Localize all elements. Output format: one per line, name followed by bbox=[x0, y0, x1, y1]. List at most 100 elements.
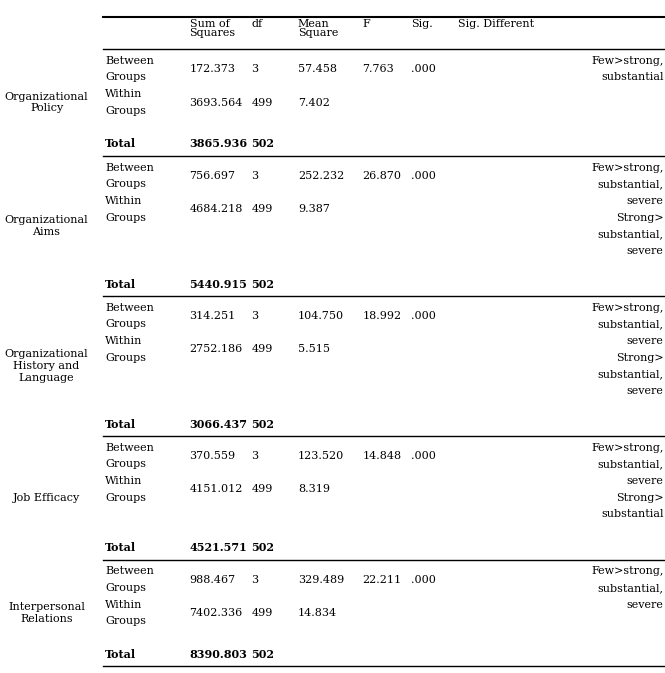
Text: 9.387: 9.387 bbox=[298, 204, 330, 214]
Text: 499: 499 bbox=[251, 608, 273, 618]
Text: df: df bbox=[251, 19, 263, 29]
Text: severe: severe bbox=[627, 386, 664, 396]
Text: 8.319: 8.319 bbox=[298, 485, 330, 495]
Text: 7.402: 7.402 bbox=[298, 98, 330, 108]
Text: Sig. Different: Sig. Different bbox=[458, 19, 533, 29]
Text: Within: Within bbox=[105, 196, 142, 206]
Text: 499: 499 bbox=[251, 485, 273, 495]
Text: Sum of: Sum of bbox=[190, 19, 229, 29]
Text: Strong>: Strong> bbox=[616, 353, 664, 363]
Text: 502: 502 bbox=[251, 279, 275, 289]
Text: Strong>: Strong> bbox=[616, 213, 664, 223]
Text: Between: Between bbox=[105, 303, 154, 313]
Text: Groups: Groups bbox=[105, 583, 146, 593]
Text: 502: 502 bbox=[251, 419, 275, 429]
Text: Few>strong,: Few>strong, bbox=[591, 303, 664, 313]
Text: 5440.915: 5440.915 bbox=[190, 279, 247, 289]
Text: Total: Total bbox=[105, 649, 136, 660]
Text: Total: Total bbox=[105, 139, 136, 149]
Text: Groups: Groups bbox=[105, 73, 146, 83]
Text: Between: Between bbox=[105, 56, 154, 66]
Text: Within: Within bbox=[105, 89, 142, 99]
Text: 2752.186: 2752.186 bbox=[190, 345, 243, 355]
Text: substantial,: substantial, bbox=[598, 229, 664, 240]
Text: 7.763: 7.763 bbox=[362, 64, 394, 74]
Text: .000: .000 bbox=[411, 451, 436, 461]
Text: Strong>: Strong> bbox=[616, 493, 664, 503]
Text: 3066.437: 3066.437 bbox=[190, 419, 247, 429]
Text: 14.848: 14.848 bbox=[362, 451, 402, 461]
Text: Interpersonal
Relations: Interpersonal Relations bbox=[8, 602, 85, 624]
Text: 57.458: 57.458 bbox=[298, 64, 337, 74]
Text: 314.251: 314.251 bbox=[190, 311, 236, 321]
Text: 502: 502 bbox=[251, 139, 275, 149]
Text: 4684.218: 4684.218 bbox=[190, 204, 243, 214]
Text: Groups: Groups bbox=[105, 493, 146, 503]
Text: 988.467: 988.467 bbox=[190, 575, 235, 585]
Text: 499: 499 bbox=[251, 204, 273, 214]
Text: severe: severe bbox=[627, 246, 664, 256]
Text: 252.232: 252.232 bbox=[298, 171, 344, 181]
Text: Organizational
Aims: Organizational Aims bbox=[5, 215, 88, 237]
Text: severe: severe bbox=[627, 600, 664, 610]
Text: 3693.564: 3693.564 bbox=[190, 98, 243, 108]
Text: 3: 3 bbox=[251, 451, 259, 461]
Text: Total: Total bbox=[105, 419, 136, 429]
Text: Few>strong,: Few>strong, bbox=[591, 566, 664, 576]
Text: severe: severe bbox=[627, 196, 664, 206]
Text: substantial,: substantial, bbox=[598, 460, 664, 470]
Text: Squares: Squares bbox=[190, 28, 235, 38]
Text: 756.697: 756.697 bbox=[190, 171, 235, 181]
Text: substantial,: substantial, bbox=[598, 583, 664, 593]
Text: Between: Between bbox=[105, 566, 154, 576]
Text: .000: .000 bbox=[411, 171, 436, 181]
Text: .000: .000 bbox=[411, 64, 436, 74]
Text: 499: 499 bbox=[251, 98, 273, 108]
Text: substantial: substantial bbox=[601, 73, 664, 83]
Text: substantial,: substantial, bbox=[598, 319, 664, 329]
Text: Mean: Mean bbox=[298, 19, 330, 29]
Text: 3: 3 bbox=[251, 171, 259, 181]
Text: Square: Square bbox=[298, 28, 338, 38]
Text: severe: severe bbox=[627, 476, 664, 486]
Text: 3: 3 bbox=[251, 64, 259, 74]
Text: Few>strong,: Few>strong, bbox=[591, 56, 664, 66]
Text: Groups: Groups bbox=[105, 106, 146, 116]
Text: 4151.012: 4151.012 bbox=[190, 485, 243, 495]
Text: 18.992: 18.992 bbox=[362, 311, 402, 321]
Text: 370.559: 370.559 bbox=[190, 451, 235, 461]
Text: Within: Within bbox=[105, 336, 142, 346]
Text: 22.211: 22.211 bbox=[362, 575, 402, 585]
Text: 499: 499 bbox=[251, 345, 273, 355]
Text: substantial: substantial bbox=[601, 509, 664, 520]
Text: Groups: Groups bbox=[105, 213, 146, 223]
Text: substantial,: substantial, bbox=[598, 179, 664, 189]
Text: Few>strong,: Few>strong, bbox=[591, 443, 664, 453]
Text: 329.489: 329.489 bbox=[298, 575, 344, 585]
Text: Few>strong,: Few>strong, bbox=[591, 163, 664, 172]
Text: 5.515: 5.515 bbox=[298, 345, 330, 355]
Text: 3865.936: 3865.936 bbox=[190, 139, 247, 149]
Text: 172.373: 172.373 bbox=[190, 64, 235, 74]
Text: Sig.: Sig. bbox=[411, 19, 433, 29]
Text: 3: 3 bbox=[251, 575, 259, 585]
Text: 123.520: 123.520 bbox=[298, 451, 344, 461]
Text: Groups: Groups bbox=[105, 616, 146, 627]
Text: Groups: Groups bbox=[105, 460, 146, 470]
Text: Job Efficacy: Job Efficacy bbox=[13, 493, 80, 503]
Text: Groups: Groups bbox=[105, 320, 146, 329]
Text: Organizational
History and
Language: Organizational History and Language bbox=[5, 349, 88, 383]
Text: .000: .000 bbox=[411, 575, 436, 585]
Text: Between: Between bbox=[105, 163, 154, 172]
Text: 7402.336: 7402.336 bbox=[190, 608, 243, 618]
Text: 26.870: 26.870 bbox=[362, 171, 402, 181]
Text: Within: Within bbox=[105, 476, 142, 486]
Text: Total: Total bbox=[105, 279, 136, 289]
Text: Between: Between bbox=[105, 443, 154, 453]
Text: .000: .000 bbox=[411, 311, 436, 321]
Text: F: F bbox=[362, 19, 370, 29]
Text: Groups: Groups bbox=[105, 179, 146, 189]
Text: Organizational
Policy: Organizational Policy bbox=[5, 92, 88, 113]
Text: 3: 3 bbox=[251, 311, 259, 321]
Text: 502: 502 bbox=[251, 649, 275, 660]
